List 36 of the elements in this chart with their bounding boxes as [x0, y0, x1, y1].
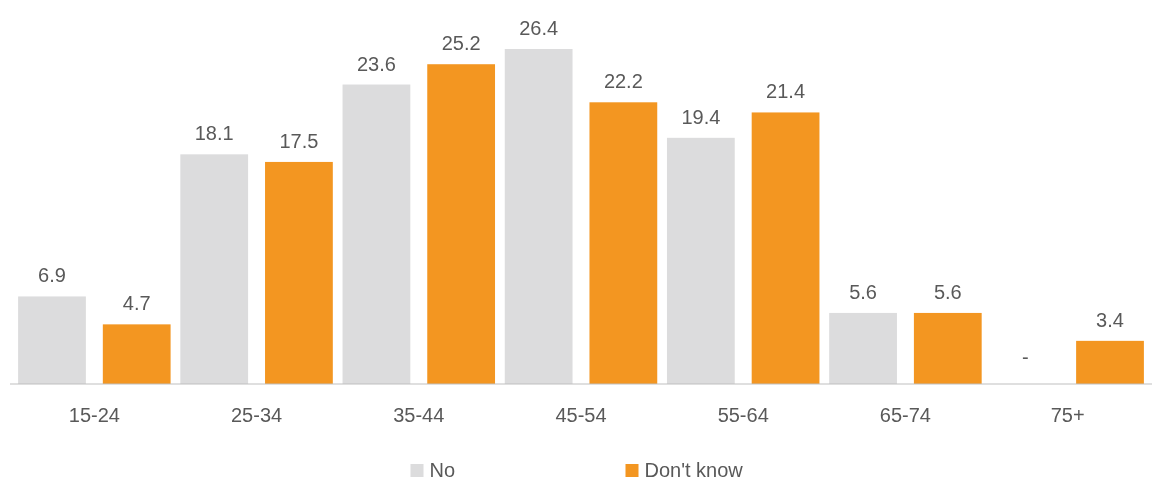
data-label: 25.2 — [441, 32, 481, 55]
bar — [102, 324, 171, 384]
bar — [180, 154, 249, 384]
bar — [18, 296, 86, 384]
data-label: 3.4 — [1096, 308, 1124, 331]
x-tick-label: 35-44 — [393, 404, 445, 426]
bar — [913, 312, 982, 384]
x-tick-label: 45-54 — [555, 404, 607, 426]
bar — [1076, 340, 1144, 384]
bar — [829, 312, 897, 384]
x-tick-label: 25-34 — [230, 404, 283, 426]
x-tick-label: 55-64 — [717, 404, 769, 426]
data-label: 19.4 — [681, 105, 721, 128]
legend-label: Don't know — [644, 459, 744, 481]
text: - — [1021, 346, 1029, 368]
data-label: 17.5 — [279, 129, 319, 152]
bar — [751, 112, 820, 384]
bar — [265, 161, 333, 384]
bar — [666, 137, 735, 384]
data-label: 21.4 — [766, 80, 806, 103]
data-label: 18.1 — [194, 122, 234, 145]
data-label: 5.6 — [933, 280, 962, 303]
data-label: 26.4 — [519, 17, 559, 39]
x-tick-label: 75+ — [1050, 404, 1085, 426]
data-label: 22.2 — [603, 70, 643, 93]
bar — [504, 49, 573, 384]
legend-label: No — [429, 459, 456, 481]
data-label: 5.6 — [849, 280, 877, 303]
x-tick-label: 65-74 — [879, 404, 932, 426]
data-label: 6.9 — [38, 264, 66, 287]
data-label: 23.6 — [356, 52, 396, 75]
data-label: 4.7 — [122, 292, 151, 315]
bar — [342, 84, 411, 384]
bar — [589, 102, 658, 384]
x-tick-label: 15-24 — [68, 404, 120, 426]
bar — [427, 64, 496, 384]
